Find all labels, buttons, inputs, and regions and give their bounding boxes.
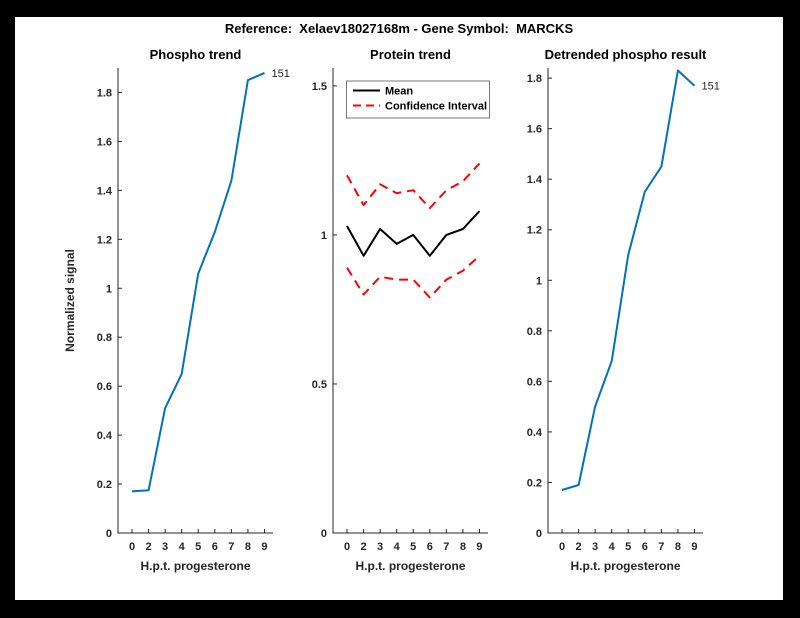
series-line-confidence-interval-lower <box>346 255 481 299</box>
x-tick-label: 5 <box>410 541 416 553</box>
x-tick-label: 7 <box>658 541 664 553</box>
y-tick-label: 1.2 <box>527 225 542 237</box>
legend-entry-label: Confidence Interval <box>385 101 487 113</box>
y-tick-label: 1.2 <box>97 234 112 246</box>
legend-entry-label: Mean <box>385 86 413 98</box>
x-tick-label: 9 <box>261 541 267 553</box>
y-tick-label: 0.4 <box>527 427 543 439</box>
x-tick-label: 8 <box>675 541 681 553</box>
y-tick-label: 1.6 <box>527 124 542 136</box>
x-tick-label: 9 <box>691 541 697 553</box>
y-tick-label: 0.2 <box>97 479 112 491</box>
subplot-title: Phospho trend <box>150 47 242 62</box>
y-axis-label: Normalized signal <box>63 249 77 352</box>
legend: Mean Confidence Interval <box>346 80 490 119</box>
y-tick-label: 0 <box>106 528 112 540</box>
x-tick-label: 2 <box>360 541 366 553</box>
y-tick-label: 0 <box>321 528 327 540</box>
axis-spines <box>332 68 488 534</box>
subplot-detrended-phospho-result: 00.20.40.60.811.21.41.61.80 2 3 4 5 6 7 8 9Detre… <box>527 47 720 573</box>
x-axis-label: H.p.t. progesterone <box>570 559 680 573</box>
y-tick-label: 1.4 <box>527 174 543 186</box>
subplot-phospho-trend: 00.20.40.60.811.21.41.61.80 2 3 4 5 6 7 8 9Phosp… <box>63 47 290 573</box>
x-tick-label: 0 <box>559 541 565 553</box>
subplot-title: Detrended phospho result <box>545 47 707 62</box>
x-axis-label: H.p.t. progesterone <box>140 559 250 573</box>
x-tick-label: 4 <box>179 541 186 553</box>
series-line-mean <box>346 210 481 257</box>
x-tick-label: 9 <box>476 541 482 553</box>
figure-window: Reference: Xelaev18027168m - Gene Symbol… <box>15 17 783 600</box>
series-line-phospho-signal <box>131 71 265 493</box>
legend-box <box>346 80 490 119</box>
y-tick-label: 1 <box>321 230 327 242</box>
y-tick-label: 1 <box>106 283 112 295</box>
y-tick-label: 1.4 <box>97 185 113 197</box>
subplot-title: Protein trend <box>370 47 451 62</box>
endpoint-label: 151 <box>271 68 289 80</box>
y-axis: 0 0.5 1 1.5 <box>312 81 337 540</box>
y-tick-label: 0.6 <box>527 376 542 388</box>
y-tick-label: 0.5 <box>312 379 327 391</box>
endpoint-label: 151 <box>701 81 719 93</box>
x-tick-label: 4 <box>394 541 401 553</box>
series-line-detrended-phospho-signal <box>561 69 696 491</box>
y-axis: 0 0.2 0.4 0.6 0.8 1 1.2 1.4 1.6 1.8 <box>97 87 122 540</box>
y-tick-label: 0.8 <box>97 332 112 344</box>
y-tick-label: 0 <box>536 528 542 540</box>
y-tick-label: 1.6 <box>97 136 112 148</box>
x-tick-label: 8 <box>460 541 466 553</box>
x-tick-label: 3 <box>592 541 598 553</box>
x-axis-label: H.p.t. progesterone <box>355 559 465 573</box>
x-tick-label: 4 <box>609 541 616 553</box>
x-tick-label: 6 <box>427 541 433 553</box>
x-tick-label: 5 <box>195 541 201 553</box>
y-tick-label: 1.5 <box>312 81 327 93</box>
y-tick-label: 1.8 <box>527 73 542 85</box>
x-tick-label: 7 <box>443 541 449 553</box>
series-line-confidence-interval-upper <box>346 162 481 210</box>
x-tick-label: 3 <box>377 541 383 553</box>
x-tick-label: 8 <box>245 541 251 553</box>
axis-spines <box>547 68 703 534</box>
charts-canvas: 00.20.40.60.811.21.41.61.80 2 3 4 5 6 7 8 9Phosp… <box>63 47 720 573</box>
x-tick-label: 0 <box>344 541 350 553</box>
x-tick-label: 2 <box>575 541 581 553</box>
x-tick-label: 0 <box>129 541 135 553</box>
y-tick-label: 0.2 <box>527 477 542 489</box>
y-tick-label: 1 <box>536 275 542 287</box>
x-tick-label: 6 <box>212 541 218 553</box>
x-tick-label: 6 <box>642 541 648 553</box>
x-tick-label: 7 <box>228 541 234 553</box>
figure-title: Reference: Xelaev18027168m - Gene Symbol… <box>224 21 574 36</box>
y-tick-label: 0.4 <box>97 430 113 442</box>
x-tick-label: 3 <box>162 541 168 553</box>
x-tick-label: 5 <box>625 541 631 553</box>
y-tick-label: 0.6 <box>97 381 112 393</box>
y-axis: 0 0.2 0.4 0.6 0.8 1 1.2 1.4 1.6 1.8 <box>527 73 552 540</box>
x-tick-label: 2 <box>145 541 151 553</box>
axis-spines <box>117 68 273 534</box>
y-tick-label: 0.8 <box>527 326 542 338</box>
y-tick-label: 1.8 <box>97 87 112 99</box>
